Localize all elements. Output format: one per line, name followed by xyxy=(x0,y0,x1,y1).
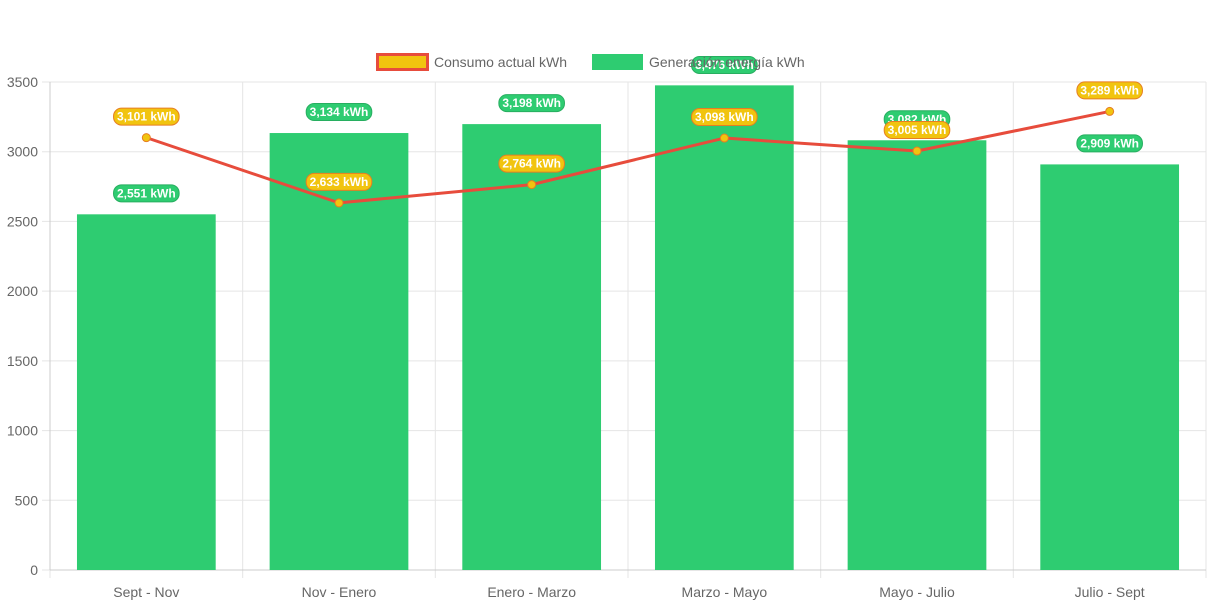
y-tick-label: 1500 xyxy=(7,353,38,369)
x-tick-label: Enero - Marzo xyxy=(487,584,576,600)
line-value-label-text: 2,764 kWh xyxy=(502,157,561,171)
bar-value-label-bg xyxy=(305,103,373,122)
line-point[interactable] xyxy=(1105,106,1115,116)
x-tick-label: Julio - Sept xyxy=(1075,584,1145,600)
y-tick-label: 3000 xyxy=(7,144,38,160)
line-value-label-text: 3,101 kWh xyxy=(117,110,176,124)
line-value-label-bg xyxy=(498,154,565,173)
bar-value-label-text: 3,134 kWh xyxy=(310,105,369,119)
x-tick-label: Mayo - Julio xyxy=(879,584,955,600)
x-tick-label: Nov - Enero xyxy=(302,584,377,600)
line-value-label-text: 3,098 kWh xyxy=(695,110,754,124)
bar-value-label-text: 2,909 kWh xyxy=(1080,136,1139,150)
legend-label: Generación energía kWh xyxy=(649,54,805,70)
x-tick-label: Sept - Nov xyxy=(113,584,179,600)
line-value-label-text: 3,005 kWh xyxy=(888,123,947,137)
y-axis: 0 500 1000 1500 2000 2500 3000 3500 xyxy=(7,74,38,578)
bar-value-label-text: 3,476 kWh xyxy=(695,58,754,72)
line-value-label: 3,005 kWh xyxy=(883,121,951,140)
bar-value-label: 3,198 kWh xyxy=(498,94,565,113)
bar-value-label-text: 3,198 kWh xyxy=(502,96,561,110)
legend[interactable]: Consumo actual kWh Generación energía kWh xyxy=(376,53,805,71)
bar-value-label-bg xyxy=(498,94,565,113)
bar[interactable] xyxy=(462,124,602,571)
legend-swatch xyxy=(376,53,429,71)
line-value-label-text: 2,633 kWh xyxy=(310,175,369,189)
x-axis: Sept - Nov Nov - Enero Enero - Marzo Marzo … xyxy=(113,584,1145,600)
bar[interactable] xyxy=(654,85,794,570)
legend-swatch xyxy=(592,54,643,70)
line-value-label-text: 3,289 kWh xyxy=(1080,83,1139,97)
bar-value-label: 3,476 kWh xyxy=(691,56,758,74)
y-tick-label: 2500 xyxy=(7,213,38,229)
bar-value-label-bg xyxy=(691,56,758,74)
line-value-label: 3,289 kWh xyxy=(1076,81,1143,100)
bar[interactable] xyxy=(1040,164,1180,570)
y-tick-label: 1000 xyxy=(7,423,38,439)
legend-item-consumo[interactable]: Consumo actual kWh xyxy=(376,53,568,71)
line-value-label: 3,101 kWh xyxy=(113,107,180,126)
y-tick-label: 2000 xyxy=(7,283,38,299)
bar[interactable] xyxy=(847,140,987,571)
line-value-label-bg xyxy=(305,172,373,191)
legend-item-generacion[interactable]: Generación energía kWh xyxy=(592,54,805,70)
line-point[interactable] xyxy=(334,198,344,208)
consumption-line xyxy=(145,109,1110,205)
y-tick-label: 3500 xyxy=(7,74,38,90)
line-point[interactable] xyxy=(141,133,151,143)
bar-value-label-bg xyxy=(113,184,180,203)
bar-value-label: 2,551 kWh xyxy=(113,184,180,203)
line-value-label: 2,633 kWh xyxy=(305,172,373,191)
bar-value-label-text: 2,551 kWh xyxy=(117,186,176,200)
line-value-label-bg xyxy=(1076,81,1143,100)
bar-value-label-bg xyxy=(1076,134,1143,153)
y-tick-label: 0 xyxy=(30,562,38,578)
x-tick-label: Marzo - Mayo xyxy=(682,584,768,600)
line-value-label: 3,098 kWh xyxy=(691,108,758,127)
line-value-label-bg xyxy=(113,107,180,126)
line-series xyxy=(141,106,1115,208)
bar-value-label: 2,909 kWh xyxy=(1076,134,1143,153)
bar-value-label: 3,134 kWh xyxy=(305,103,373,122)
legend-label: Consumo actual kWh xyxy=(434,54,567,70)
bar-series xyxy=(76,85,1180,571)
line-value-label-bg xyxy=(691,108,758,127)
grid xyxy=(42,81,1207,578)
bar[interactable] xyxy=(76,214,216,570)
line-point[interactable] xyxy=(912,146,922,156)
line-value-label: 2,764 kWh xyxy=(498,154,565,173)
y-tick-label: 500 xyxy=(15,492,39,508)
line-point[interactable] xyxy=(527,180,537,190)
line-value-label-bg xyxy=(883,121,951,140)
line-point[interactable] xyxy=(719,133,729,143)
